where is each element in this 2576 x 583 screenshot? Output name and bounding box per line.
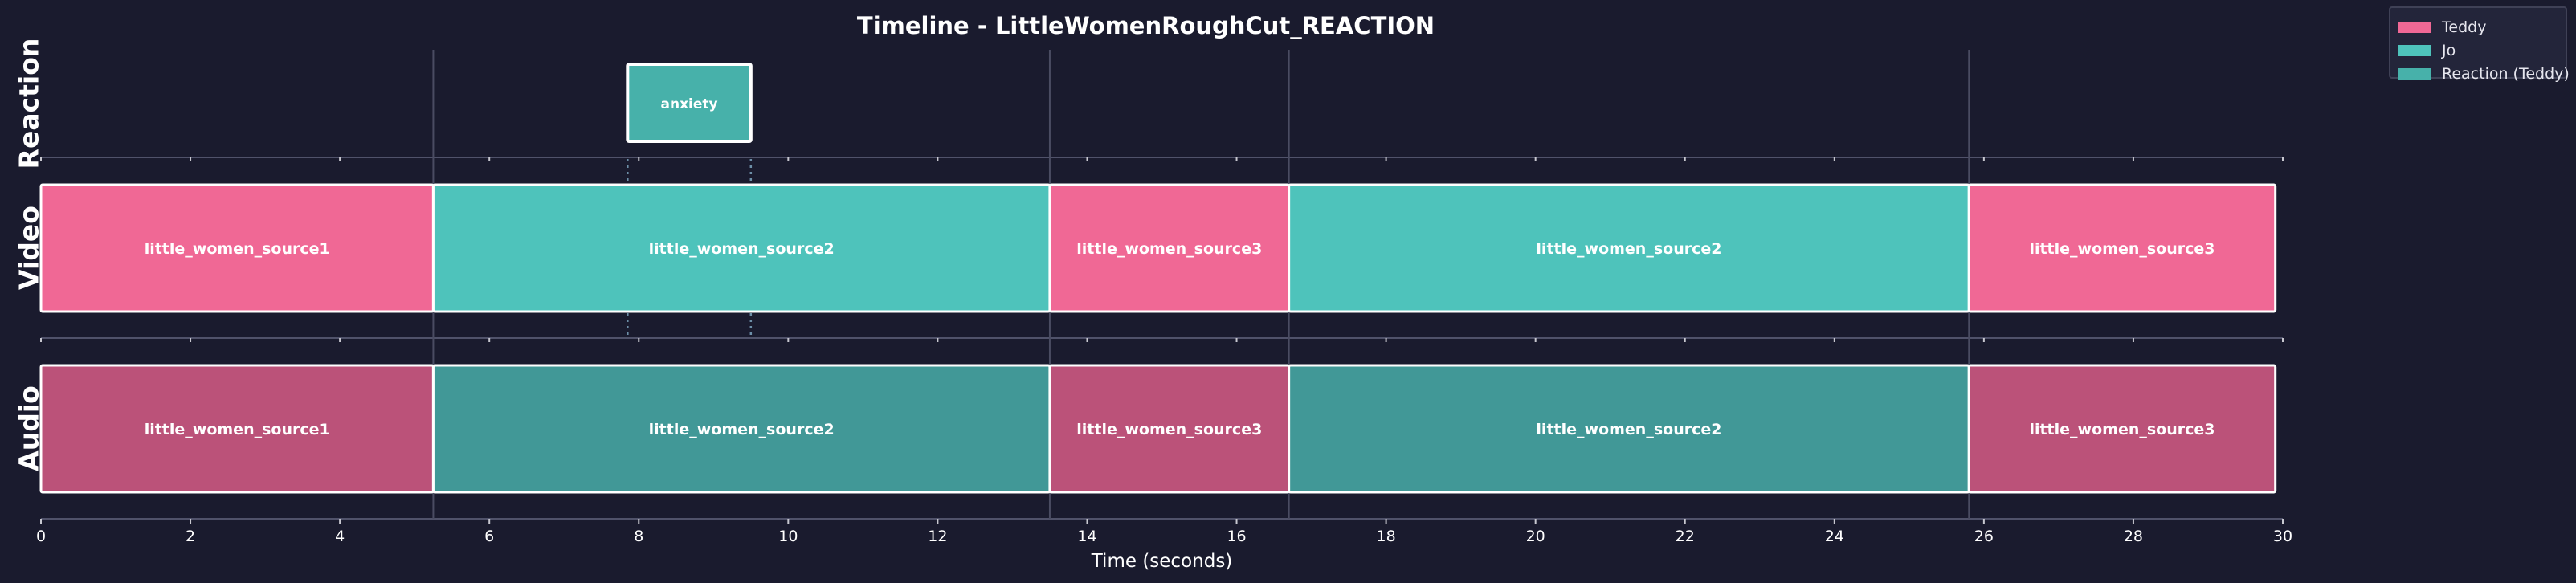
- audio-clip-label: little_women_source2: [1536, 421, 1721, 438]
- video-clip-label: little_women_source3: [2029, 240, 2215, 258]
- x-tick-label: 28: [2124, 528, 2143, 545]
- x-tick-label: 6: [484, 528, 494, 545]
- reaction-clip-label: anxiety: [661, 96, 718, 112]
- track-label: Video: [14, 206, 45, 290]
- x-tick-label: 2: [186, 528, 195, 545]
- video-clip-label: little_women_source3: [1076, 240, 1262, 258]
- x-axis-label: Time (seconds): [1091, 551, 1233, 572]
- legend-label: Teddy: [2442, 18, 2487, 36]
- track-label: Reaction: [14, 39, 45, 169]
- x-tick-label: 16: [1227, 528, 1246, 545]
- track-label: Audio: [14, 385, 45, 471]
- audio-clip-label: little_women_source3: [1076, 421, 1262, 438]
- x-tick-label: 10: [778, 528, 798, 545]
- chart-title: Timeline - LittleWomenRoughCut_REACTION: [857, 12, 1435, 39]
- x-tick-label: 8: [634, 528, 643, 545]
- audio-clip-label: little_women_source2: [649, 421, 835, 438]
- video-clip-label: little_women_source1: [145, 240, 330, 258]
- audio-clip: [1967, 364, 2277, 494]
- video-clip-label: little_women_source2: [649, 240, 835, 258]
- x-tick-label: 4: [335, 528, 345, 545]
- x-tick-label: 26: [1974, 528, 1994, 545]
- legend: Teddy Jo Reaction (Teddy): [2389, 6, 2570, 83]
- video-clip: [1967, 183, 2277, 313]
- legend-label: Jo: [2442, 42, 2456, 59]
- x-tick-label: 0: [36, 528, 46, 545]
- reaction-clip: [626, 63, 753, 143]
- x-tick-label: 20: [1526, 528, 1545, 545]
- x-tick-label: 14: [1077, 528, 1096, 545]
- legend-swatch-reaction: [2398, 68, 2431, 80]
- legend-item-jo: Jo: [2398, 41, 2456, 60]
- x-tick-label: 24: [1825, 528, 1844, 545]
- legend-item-reaction: Reaction (Teddy): [2398, 64, 2570, 84]
- audio-clip-label: little_women_source3: [2029, 421, 2215, 438]
- x-tick-label: 18: [1377, 528, 1396, 545]
- audio-clip-label: little_women_source1: [145, 421, 330, 438]
- x-tick-label: 30: [2273, 528, 2292, 545]
- legend-label: Reaction (Teddy): [2442, 65, 2570, 83]
- x-tick-label: 12: [928, 528, 947, 545]
- x-tick-label: 22: [1676, 528, 1695, 545]
- legend-swatch-teddy: [2398, 22, 2431, 33]
- legend-item-teddy: Teddy: [2398, 18, 2486, 37]
- video-clip-label: little_women_source2: [1536, 240, 1721, 258]
- legend-swatch-jo: [2398, 45, 2431, 56]
